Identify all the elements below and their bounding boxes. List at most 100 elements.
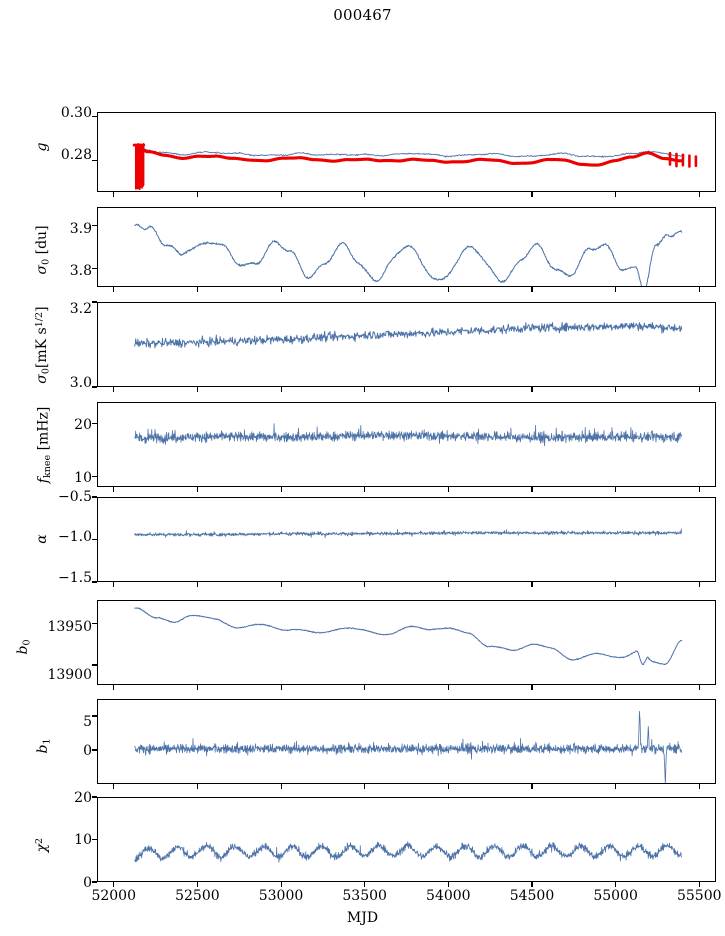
y-tick-mark: [92, 225, 97, 227]
panel-alpha-plot-area: [97, 497, 716, 582]
panel-sigma0-du-plot-area: [97, 207, 716, 287]
x-tick-mark: [531, 387, 533, 392]
x-tick-mark: [615, 192, 617, 197]
x-tick-mark: [196, 784, 198, 789]
x-tick-mark: [531, 582, 533, 587]
x-axis-label: MJD: [346, 910, 379, 926]
panel-b0-plot-area: [97, 600, 716, 685]
x-tick-mark: [196, 882, 198, 887]
x-tick-label: 52000: [91, 888, 136, 904]
y-tick-mark: [92, 115, 97, 117]
panel-b0-ytick-0: 13950: [47, 619, 92, 635]
x-tick-mark: [447, 487, 449, 492]
panel-sigma0-mk-ytick-0: 3.2: [69, 301, 92, 317]
x-tick-mark: [698, 192, 700, 197]
y-tick-mark: [92, 386, 97, 388]
panel-b1-plot-area: [97, 699, 716, 784]
x-tick-label: 53000: [258, 888, 304, 904]
x-tick-mark: [364, 487, 366, 492]
x-tick-mark: [280, 287, 282, 292]
panel-b1-ytick-0: 5: [83, 714, 92, 730]
x-tick-label: 54500: [509, 888, 555, 904]
x-tick-mark: [113, 685, 115, 690]
x-tick-mark: [615, 685, 617, 690]
x-tick-mark: [615, 882, 617, 887]
x-tick-mark: [280, 582, 282, 587]
x-tick-mark: [364, 287, 366, 292]
x-tick-mark: [531, 685, 533, 690]
x-tick-mark: [698, 784, 700, 789]
x-tick-mark: [447, 287, 449, 292]
panel-g-ytick-1: 0.28: [60, 147, 92, 163]
x-tick-mark: [531, 487, 533, 492]
x-tick-mark: [698, 685, 700, 690]
panel-g-plot-area: [97, 112, 716, 192]
x-tick-mark: [698, 287, 700, 292]
x-tick-mark: [615, 387, 617, 392]
x-tick-mark: [531, 287, 533, 292]
panel-fknee-ytick-1: 10: [74, 470, 92, 486]
x-tick-mark: [615, 582, 617, 587]
y-tick-mark: [92, 622, 97, 624]
x-tick-label: 54000: [426, 888, 471, 904]
x-tick-mark: [280, 192, 282, 197]
x-tick-mark: [447, 784, 449, 789]
x-tick-mark: [113, 192, 115, 197]
x-tick-label: 53500: [342, 888, 387, 904]
x-tick-label: 55500: [676, 888, 722, 904]
panel-b1-ytick-1: 0: [83, 743, 92, 759]
panel-chi2-ytick-0: 20: [74, 790, 92, 806]
panel-alpha-ytick-1: −1.0: [58, 529, 92, 545]
panel-b0-ytick-1: 13900: [47, 667, 92, 683]
panel-alpha-ytick-2: −1.5: [58, 570, 92, 586]
y-tick-mark: [92, 881, 97, 883]
panel-g-ytick-0: 0.30: [60, 105, 92, 121]
y-tick-mark: [92, 538, 97, 541]
x-tick-mark: [196, 192, 198, 197]
panel-fknee-ylabel: fknee [mHz]: [35, 406, 53, 484]
panel-sigma0-mk-plot-area: [97, 302, 716, 387]
panel-chi2-plot-area: [97, 797, 716, 882]
x-tick-mark: [447, 582, 449, 587]
y-tick-mark: [92, 301, 97, 303]
y-tick-mark: [92, 267, 97, 269]
x-tick-mark: [196, 487, 198, 492]
x-tick-label: 55000: [593, 888, 638, 904]
y-tick-mark: [92, 664, 97, 666]
panel-fknee-plot-area: [97, 402, 716, 487]
x-tick-mark: [280, 487, 282, 492]
y-tick-mark: [92, 475, 97, 477]
panel-sigma0-mk-ytick-1: 3.0: [69, 375, 92, 391]
x-tick-mark: [364, 685, 366, 690]
y-tick-mark: [92, 796, 97, 798]
x-tick-mark: [615, 784, 617, 789]
x-tick-mark: [364, 882, 366, 887]
y-tick-mark: [92, 715, 97, 717]
x-tick-mark: [113, 487, 115, 492]
x-tick-mark: [447, 192, 449, 197]
panel-sigma0-du-ytick-0: 3.9: [69, 221, 92, 237]
x-tick-mark: [447, 387, 449, 392]
x-tick-mark: [447, 882, 449, 887]
x-tick-mark: [615, 287, 617, 292]
x-tick-mark: [280, 784, 282, 789]
panel-chi2-ytick-2: 0: [83, 875, 92, 891]
y-tick-mark: [92, 749, 97, 751]
x-tick-mark: [280, 882, 282, 887]
panel-chi2-ytick-1: 10: [74, 832, 92, 848]
y-tick-mark: [92, 422, 97, 424]
x-tick-mark: [447, 685, 449, 690]
x-tick-mark: [364, 784, 366, 789]
x-tick-mark: [364, 192, 366, 197]
x-tick-mark: [698, 487, 700, 492]
x-tick-mark: [698, 387, 700, 392]
x-tick-mark: [364, 387, 366, 392]
panel-alpha-ytick-0: −0.5: [58, 489, 92, 505]
x-tick-label: 52500: [175, 888, 220, 904]
x-tick-mark: [280, 387, 282, 392]
x-tick-mark: [196, 387, 198, 392]
x-tick-mark: [698, 882, 700, 887]
x-tick-mark: [280, 685, 282, 690]
x-tick-mark: [113, 784, 115, 789]
